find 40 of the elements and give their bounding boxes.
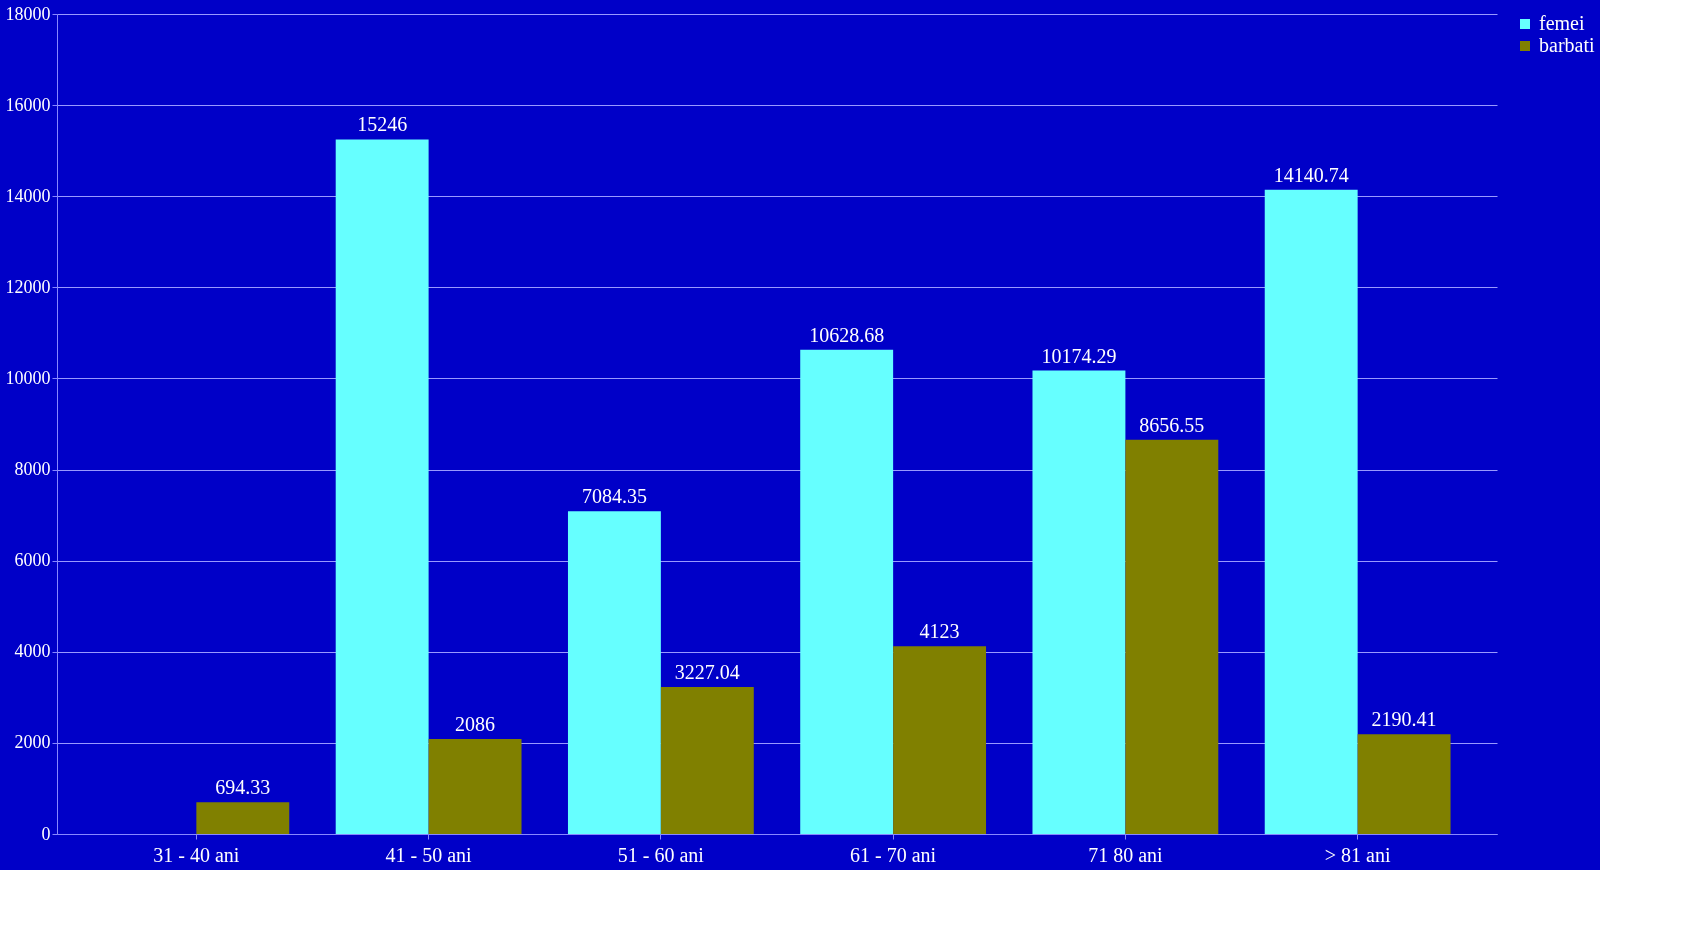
x-tick-label: 71 80 ani (1088, 843, 1164, 866)
bar (335, 139, 429, 834)
bar (800, 349, 894, 834)
x-tick-label: 51 - 60 ani (617, 843, 705, 866)
y-tick-label: 2000 (14, 732, 51, 753)
bar (567, 511, 661, 834)
y-tick-label: 18000 (5, 3, 51, 24)
y-tick-label: 10000 (5, 367, 51, 388)
bar (1264, 189, 1358, 834)
y-tick-label: 8000 (14, 459, 51, 480)
y-tick-label: 6000 (14, 550, 51, 571)
y-tick-label: 14000 (5, 185, 51, 206)
data-label: 3227.04 (674, 660, 740, 683)
x-tick-label: 61 - 70 ani (850, 843, 937, 866)
y-tick-label: 0 (41, 823, 51, 844)
bar (660, 686, 754, 834)
data-label: 10174.29 (1041, 344, 1117, 367)
bar (1125, 439, 1219, 834)
x-tick-label: 31 - 40 ani (153, 843, 240, 866)
data-label: 15246 (357, 113, 408, 136)
bar (893, 646, 987, 834)
y-tick-label: 16000 (5, 94, 51, 115)
data-label: 2190.41 (1371, 708, 1437, 731)
legend-label: femei (1539, 12, 1585, 34)
data-label: 8656.55 (1139, 413, 1205, 436)
legend-label: barbati (1539, 34, 1595, 56)
data-label: 10628.68 (809, 323, 885, 346)
bar (1032, 370, 1126, 834)
data-label: 7084.35 (581, 485, 647, 508)
y-tick-label: 4000 (14, 641, 51, 662)
data-label: 14140.74 (1273, 163, 1349, 186)
bar (196, 802, 290, 834)
data-label: 4123 (919, 620, 960, 643)
data-label: 2086 (455, 712, 496, 735)
x-tick-label: > 81 ani (1324, 843, 1391, 866)
data-label: 694.33 (215, 776, 271, 799)
x-tick-label: 41 - 50 ani (385, 843, 473, 866)
bar (1357, 734, 1451, 834)
y-tick-label: 12000 (5, 276, 51, 297)
bar (428, 738, 522, 834)
